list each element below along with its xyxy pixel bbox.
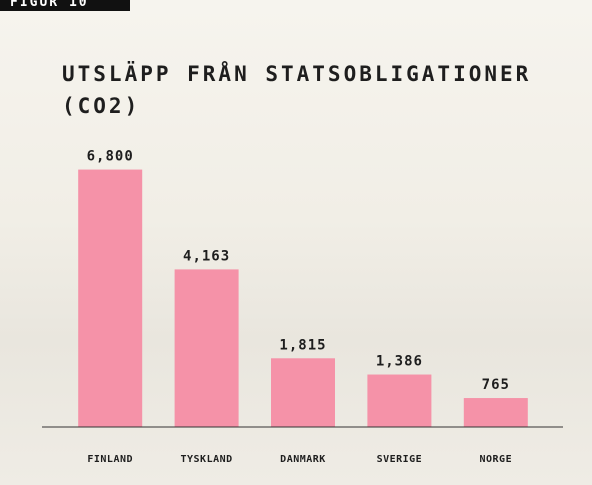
chart-title: UTSLÄPP FRÅN STATSOBLIGATIONER (CO2) (62, 62, 532, 118)
x-tick-label: NORGE (479, 454, 512, 465)
x-tick-label: SVERIGE (377, 454, 423, 465)
x-tick-label: FINLAND (87, 454, 133, 465)
bar (271, 358, 335, 427)
value-label: 1,386 (376, 354, 423, 370)
bar (78, 169, 143, 428)
value-label: 765 (482, 377, 510, 393)
tab (0, 0, 130, 11)
bar (174, 269, 239, 427)
x-tick-label: DANMARK (280, 454, 326, 465)
value-label: 1,815 (279, 337, 326, 353)
tab-label: FIGUR 10 (10, 0, 89, 10)
value-label: 4,163 (183, 248, 230, 264)
bar (463, 398, 528, 427)
bar (367, 374, 432, 427)
value-label: 6,800 (87, 149, 134, 165)
x-tick-label: TYSKLAND (181, 454, 233, 465)
